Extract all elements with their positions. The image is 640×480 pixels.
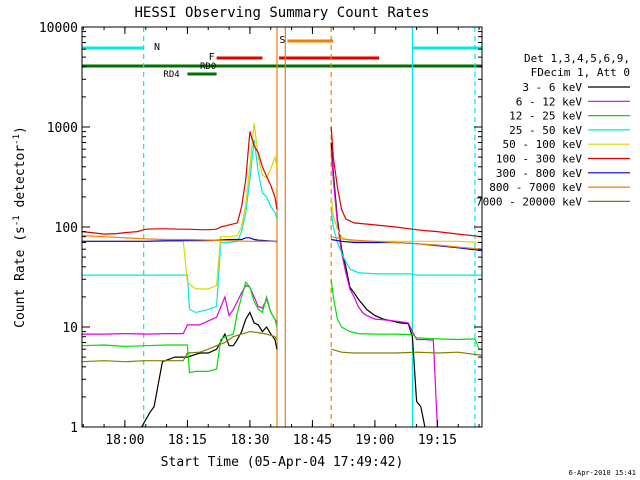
series-4-segment-0: [82, 122, 278, 290]
plot-frame: [81, 26, 483, 428]
legend-header-1: Det 1,3,4,5,6,9,: [524, 52, 630, 65]
x-tick-label-2: 18:30: [230, 433, 269, 448]
y-axis-label-part-3: ): [13, 126, 28, 134]
y-tick-label-2: 100: [55, 221, 78, 236]
y-axis-label: Count Rate (s-1 detector-1): [12, 126, 28, 328]
legend: Det 1,3,4,5,6,9, FDecim 1, Att 0 3 - 6 k…: [476, 52, 630, 208]
series-4-segment-1: [330, 196, 483, 244]
y-axis-label-part-1: Count Rate (s: [13, 226, 28, 328]
flare-flag-label: F: [209, 52, 215, 63]
y-tick-label-1: 10: [62, 321, 78, 336]
series-3-segment-1: [330, 209, 482, 276]
series-1-segment-0: [82, 284, 278, 335]
series-0-segment-1: [330, 142, 426, 428]
legend-header-2: FDecim 1, Att 0: [531, 66, 630, 79]
chart-title: HESSI Observing Summary Count Rates: [134, 5, 429, 21]
y-tick-label-4: 10000: [39, 21, 78, 36]
legend-label-0: 3 - 6 keV: [522, 81, 582, 94]
y-axis-label-part-2: detector: [13, 145, 28, 216]
y-axis-label-exp-1: -1: [12, 215, 22, 226]
series-5-segment-0: [81, 131, 278, 235]
series-8-segment-0: [81, 330, 278, 363]
rd4-flag-label: RD4: [163, 70, 179, 80]
rd0-flag-label: RD0: [200, 62, 216, 72]
footer-timestamp: 6-Apr-2010 15:41: [569, 469, 636, 477]
saa-flag-label: S: [279, 35, 285, 46]
x-tick-label-5: 19:15: [418, 433, 457, 448]
legend-label-7: 800 - 7000 keV: [489, 181, 582, 194]
series-0-segment-0: [141, 311, 278, 428]
y-tick-label-0: 1: [70, 421, 78, 436]
x-tick-label-0: 18:00: [105, 433, 144, 448]
y-axis-label-exp-2: -1: [12, 134, 22, 145]
legend-label-4: 50 - 100 keV: [503, 138, 583, 151]
legend-label-6: 300 - 800 keV: [496, 167, 582, 180]
axes: 18:00 18:15 18:30 18:45 19:00 19:15 1 10 100 1000…: [39, 21, 482, 448]
x-tick-label-4: 19:00: [355, 433, 394, 448]
night-flag-label: N: [154, 42, 160, 53]
series-lines: [81, 122, 483, 428]
legend-label-5: 100 - 300 keV: [496, 153, 582, 166]
series-3-segment-0: [82, 139, 278, 314]
time-markers: [143, 27, 476, 427]
legend-label-1: 6 - 12 keV: [516, 95, 583, 108]
series-7-segment-1: [331, 236, 483, 250]
flag-bars: N F S RD0 RD4: [82, 35, 482, 80]
legend-label-2: 12 - 25 keV: [509, 110, 582, 123]
x-axis-label: Start Time (05-Apr-04 17:49:42): [161, 455, 404, 470]
legend-label-8: 7000 - 20000 keV: [476, 195, 582, 208]
series-6-segment-0: [82, 237, 277, 242]
series-5-segment-1: [330, 126, 483, 238]
x-tick-label-1: 18:15: [168, 433, 207, 448]
series-1-segment-1: [330, 149, 438, 428]
series-2-segment-0: [81, 281, 278, 374]
legend-label-3: 25 - 50 keV: [509, 124, 582, 137]
series-8-segment-1: [331, 348, 483, 356]
x-tick-label-3: 18:45: [293, 433, 332, 448]
series-2-segment-1: [330, 279, 480, 350]
series-7-segment-0: [81, 235, 278, 243]
y-tick-label-3: 1000: [47, 121, 78, 136]
